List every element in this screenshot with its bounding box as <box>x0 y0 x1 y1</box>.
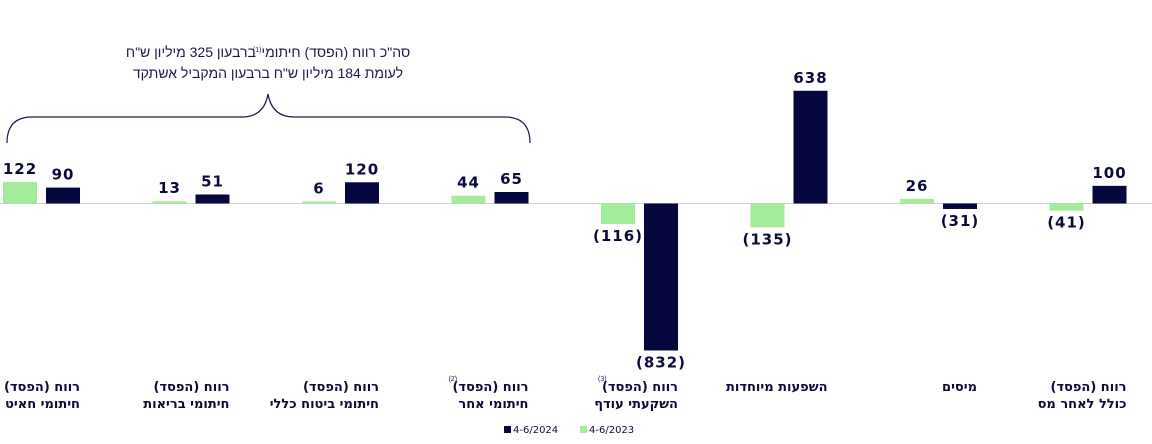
category-label-5-line-2: השקעתי עודף <box>594 397 678 412</box>
bar-4-6-2024-3 <box>345 182 379 204</box>
bar-4-6-2023-2 <box>152 201 187 204</box>
data-label-4-6-2023-5: (116) <box>593 227 643 245</box>
bar-4-6-2023-4 <box>451 195 486 204</box>
bar-4-6-2023-8 <box>1049 203 1084 211</box>
data-label-4-6-2024-5: (832) <box>636 354 686 372</box>
data-label-4-6-2024-3: 120 <box>345 160 379 178</box>
bar-4-6-2024-2 <box>195 194 230 204</box>
bar-4-6-2024-7 <box>943 203 977 209</box>
data-label-4-6-2023-6: (135) <box>742 230 792 248</box>
bar-4-6-2023-5 <box>601 203 635 224</box>
category-label-2-line-1: רווח (הפסד) <box>153 380 229 395</box>
data-label-4-6-2023-1: 122 <box>3 160 37 178</box>
bar-4-6-2024-6 <box>793 90 828 204</box>
bar-4-6-2023-3 <box>302 201 336 204</box>
data-label-4-6-2024-4: 65 <box>500 170 523 188</box>
category-labels-layer: רווח (הפסד) חיתומי חאיט רווח (הפסד) חיתומי … <box>4 376 1127 412</box>
annotation-line-2: לעומת 184 מיליון ש"ח ברבעון המקביל אשתקד <box>133 65 403 81</box>
category-label-8-line-2: כולל לאחר מס <box>1038 397 1127 412</box>
category-label-1-line-1: רווח (הפסד) <box>4 380 80 395</box>
legend-label-2024: 4-6/2024 <box>513 425 558 436</box>
category-footnote-4: (2) <box>449 376 458 383</box>
bar-4-6-2024-8 <box>1092 185 1127 204</box>
annotation-footnote-mark: (1) <box>253 47 262 54</box>
annotation-brace <box>6 93 531 144</box>
category-label-1-line-2: חיתומי חאיט <box>5 397 80 412</box>
legend-swatch-2023 <box>580 426 587 433</box>
annotation-line-1: סה"כ רווח (הפסד) חיתומי(1)ברבעון 325 מיל… <box>126 44 410 60</box>
bar-4-6-2023-6 <box>750 203 785 228</box>
bars-layer: 122 90 13 51 6 120 44 65 (116) (832) (135) 638 26 (31… <box>3 69 1127 372</box>
bar-4-6-2023-1 <box>3 181 37 204</box>
bar-4-6-2023-7 <box>900 198 934 204</box>
data-label-4-6-2024-7: (31) <box>941 212 980 230</box>
category-label-6-line-1: השפעות מיוחדות <box>726 380 827 395</box>
annotation-line-1-part-b: ברבעון 325 מיליון ש"ח <box>126 44 256 60</box>
legend: 4-6/2024 4-6/2023 <box>504 425 634 436</box>
category-footnote-5: (3) <box>598 376 607 383</box>
data-label-4-6-2023-8: (41) <box>1047 214 1086 232</box>
category-label-5-line-1: רווח (הפסד) <box>602 380 678 395</box>
data-label-4-6-2024-1: 90 <box>52 166 75 184</box>
data-label-4-6-2023-2: 13 <box>158 179 181 197</box>
data-label-4-6-2023-7: 26 <box>906 177 929 195</box>
bar-4-6-2024-5 <box>644 203 678 351</box>
category-label-3-line-2: חיתומי ביטוח כללי <box>270 397 379 412</box>
category-label-4-line-2: חיתומי אחר <box>458 397 528 412</box>
annotation-line-1-part-a: סה"כ רווח (הפסד) חיתומי <box>261 44 410 60</box>
category-label-4-line-1: רווח (הפסד) <box>452 380 528 395</box>
data-label-4-6-2023-3: 6 <box>313 180 324 198</box>
category-label-3-line-1: רווח (הפסד) <box>303 380 379 395</box>
category-label-2-line-2: חיתומי בריאות <box>143 397 229 412</box>
legend-label-2023: 4-6/2023 <box>589 425 634 436</box>
data-label-4-6-2024-6: 638 <box>793 69 827 87</box>
bar-4-6-2024-4 <box>494 192 529 204</box>
category-label-8-line-1: רווח (הפסד) <box>1050 380 1126 395</box>
data-label-4-6-2024-2: 51 <box>201 172 224 190</box>
legend-swatch-2024 <box>504 426 511 433</box>
data-label-4-6-2024-8: 100 <box>1092 164 1126 182</box>
data-label-4-6-2023-4: 44 <box>457 174 480 192</box>
bar-4-6-2024-1 <box>46 187 80 204</box>
category-label-7-line-1: מיסים <box>942 380 977 395</box>
